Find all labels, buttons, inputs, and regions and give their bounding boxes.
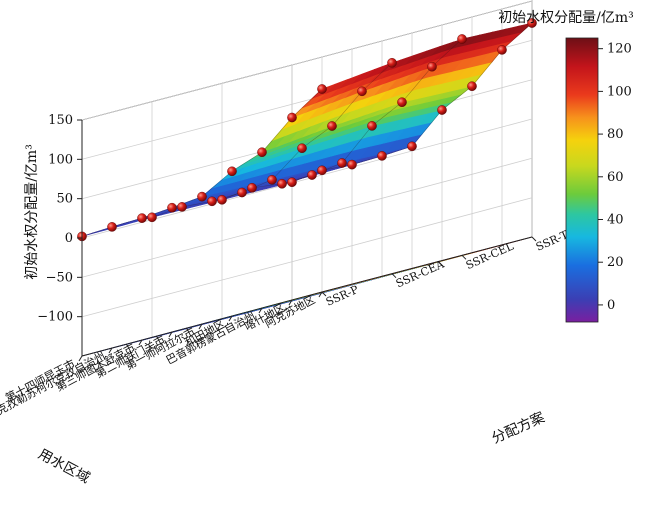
- data-point-7-1: [177, 202, 187, 212]
- region-tick: [258, 307, 263, 314]
- data-point-3-2: [367, 121, 377, 131]
- data-point-5-0: [167, 202, 177, 213]
- region-tick: [108, 347, 113, 354]
- region-tick: [138, 339, 143, 346]
- region-tick: [288, 299, 293, 306]
- data-point-3-1: [297, 143, 307, 153]
- data-point-6-1: [207, 196, 217, 207]
- data-point-8-3: [287, 177, 297, 187]
- colorbar-title: 初始水权分配量/亿m³: [498, 9, 634, 26]
- z-tick-label: 50: [56, 192, 73, 207]
- scheme-tick: [321, 291, 327, 297]
- colorbar-tick-label: 60: [607, 170, 624, 185]
- data-point-5-2: [307, 170, 317, 180]
- data-point-1-1: [357, 86, 367, 97]
- x-axis-title: 用水区域: [35, 446, 92, 486]
- data-point-3-0: [227, 166, 237, 177]
- scheme-axis: [321, 236, 533, 293]
- data-point-1-3: [497, 45, 507, 55]
- data-point-6-2: [277, 178, 287, 189]
- z-tick-label: −100: [37, 310, 73, 325]
- colorbar-tick-label: 40: [607, 213, 624, 228]
- data-point-6-0: [137, 213, 147, 223]
- data-point-0-3: [527, 18, 537, 28]
- z-tick-label: 0: [65, 231, 73, 246]
- colorbar: 120 100 80 60 40 20 0 初始水权分配量/亿m³: [498, 9, 634, 323]
- data-point-7-3: [317, 165, 327, 176]
- region-tick: [198, 323, 203, 330]
- region-tick: [318, 291, 323, 298]
- colorbar-tick-label: 100: [607, 84, 632, 99]
- data-point-2-3: [467, 81, 477, 91]
- data-point-2-1: [327, 121, 337, 131]
- scheme-tick: [391, 273, 397, 279]
- colorbar-tick-label: 120: [607, 42, 632, 57]
- y-axis-title: 分配方案: [489, 409, 547, 447]
- scheme-tick: [531, 236, 537, 242]
- data-point-1-2: [427, 61, 437, 72]
- data-point-4-3: [407, 141, 417, 152]
- region-tick: [228, 315, 233, 322]
- scheme-tick: [461, 254, 467, 260]
- data-point-0-2: [457, 34, 467, 44]
- data-point-7-0: [107, 222, 117, 232]
- region-tick: [78, 355, 83, 362]
- region-tick: [168, 331, 173, 338]
- z-tick-label: 100: [48, 152, 73, 167]
- data-point-0-0: [317, 84, 327, 94]
- data-point-0-1: [387, 58, 397, 68]
- data-point-7-2: [247, 182, 257, 193]
- data-points: [77, 18, 537, 242]
- colorbar-tick-label: 20: [607, 255, 624, 270]
- data-point-8-1: [147, 212, 157, 223]
- region-label-7: 克孜勒苏柯尔克孜自治州: [0, 348, 107, 417]
- colorbar-tick-label: 80: [607, 127, 624, 142]
- colorbar-gradient: [565, 37, 599, 323]
- data-point-2-0: [257, 147, 267, 157]
- data-point-5-1: [237, 187, 247, 198]
- data-point-2-2: [397, 97, 407, 107]
- surface: [81, 22, 534, 237]
- data-point-4-2: [337, 158, 347, 168]
- colorbar-tick-label: 0: [607, 298, 615, 313]
- data-point-8-2: [217, 194, 227, 205]
- z-axis-title: 初始水权分配量/亿m³: [23, 144, 40, 280]
- z-tick-label: 150: [48, 113, 73, 128]
- z-tick-label: −50: [46, 270, 73, 285]
- data-point-3-3: [437, 105, 447, 115]
- data-point-4-0: [197, 191, 207, 202]
- data-point-6-3: [347, 159, 357, 170]
- data-point-1-0: [287, 112, 297, 123]
- data-point-4-1: [267, 174, 277, 185]
- data-point-5-3: [377, 151, 387, 161]
